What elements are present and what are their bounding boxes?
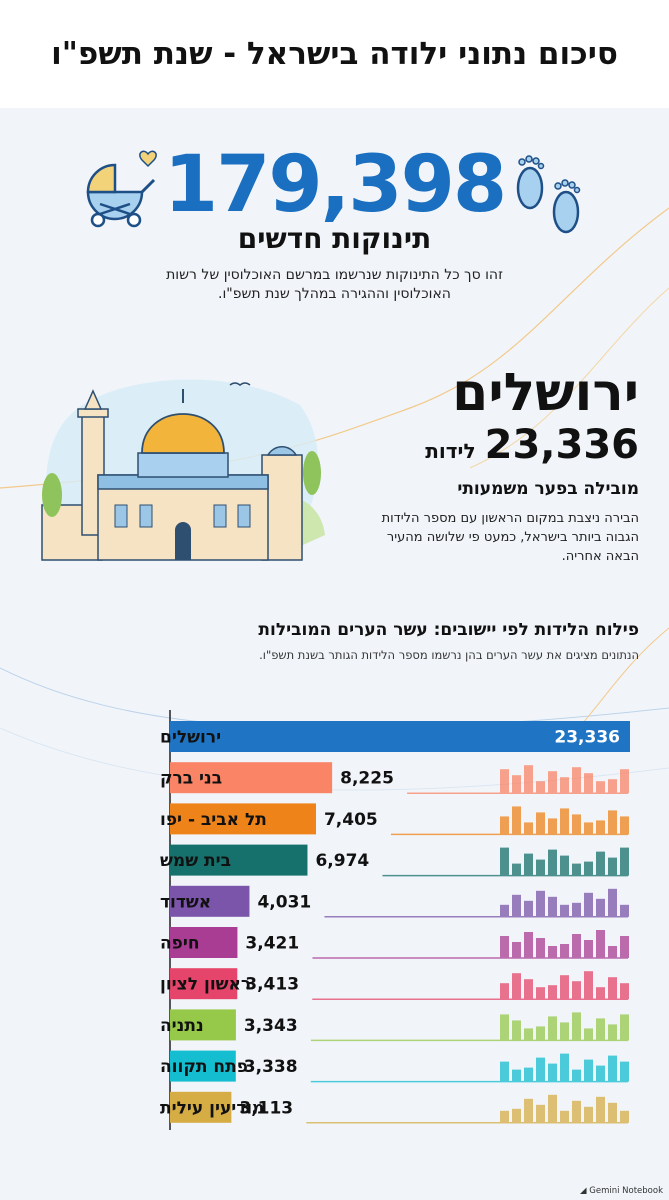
value-label: 8,225: [340, 769, 394, 789]
leading-city-name: ירושלים: [452, 363, 639, 423]
skyline-decoration: [324, 888, 629, 918]
total-births-label: תינוקות חדשים: [237, 222, 432, 255]
value-label: 6,974: [315, 851, 369, 871]
bar: [170, 1050, 236, 1082]
category-label: בית שמש: [160, 851, 231, 871]
total-births-description: זהו סך כל התינוקות שנרשמו במרשם האוכלוסי…: [166, 267, 503, 302]
bar: [170, 762, 333, 794]
bar: [170, 721, 630, 752]
bar: [170, 844, 308, 876]
category-label: ראשון לציון: [160, 975, 251, 995]
births-by-city-chart: ירושלים 23,336 בני ברק 8,225 תל אביב - יפו 7,…: [160, 710, 630, 1130]
category-label: בני ברק: [160, 769, 222, 789]
bar: [170, 885, 250, 917]
leading-city-tagline: מובילה בפער משמעותי: [457, 479, 639, 499]
bar: [170, 1091, 232, 1123]
category-label: ירושלים: [160, 728, 221, 748]
value-label: 3,113: [239, 1098, 293, 1118]
skyline-decoration: [306, 1094, 629, 1124]
value-label: 3,338: [244, 1057, 298, 1077]
skyline-decoration: [310, 1053, 629, 1083]
bar: [170, 968, 238, 1000]
value-label: 3,343: [244, 1016, 298, 1036]
value-label: 3,413: [245, 975, 299, 995]
category-label: נתניה: [160, 1016, 204, 1036]
leading-city-block: ירושלים 23,336 לידות מובילה בפער משמעותי…: [379, 365, 639, 566]
bar: [170, 803, 316, 835]
value-label: 23,336: [554, 728, 620, 748]
category-label: אשדוד: [160, 892, 211, 912]
dome-of-the-rock-illustration: [41, 379, 325, 561]
page-title: סיכום נתוני ילודה בישראל - שנת תשפ"ו: [51, 36, 618, 72]
skyline-decoration: [310, 1012, 629, 1042]
total-births-number: 179,398: [163, 140, 507, 230]
skyline-decoration: [390, 806, 629, 836]
chart-section-subtitle: הנתונים מציגים את עשר הערים בהן נרשמו מס…: [259, 648, 639, 662]
brand-label-text: Gemini Notebook: [589, 1186, 663, 1196]
value-label: 7,405: [324, 810, 378, 830]
baby-stroller-icon: [86, 150, 157, 228]
leading-city-description: הבירה ניצבת במקום הראשון עם מספר הלידות …: [381, 511, 639, 564]
category-label: חיפה: [160, 934, 200, 954]
brand-logo-icon: ◢: [580, 1186, 587, 1196]
leading-city-births-number: 23,336: [484, 422, 639, 468]
page-header: סיכום נתוני ילודה בישראל - שנת תשפ"ו: [0, 0, 669, 108]
bar: [170, 1009, 236, 1041]
category-label: תל אביב - יפו: [160, 810, 267, 830]
skyline-decoration: [312, 971, 629, 1000]
category-label: פתח תקווה: [160, 1057, 248, 1077]
skyline-decoration: [407, 765, 629, 794]
brand-label: ◢ Gemini Notebook: [580, 1186, 663, 1196]
category-label: מודיעין עילית: [160, 1098, 264, 1118]
baby-footprints-icon: [516, 155, 581, 234]
bar: [170, 927, 238, 958]
skyline-decoration: [382, 847, 629, 877]
leading-city-births: 23,336 לידות: [379, 423, 639, 475]
value-label: 3,421: [245, 934, 299, 954]
skyline-decoration: [312, 930, 629, 959]
background-waves: [0, 108, 669, 1200]
leading-city-births-unit: לידות: [425, 439, 476, 463]
value-label: 4,031: [257, 892, 311, 912]
chart-section-title: פילוח הלידות לפי יישובים: עשר הערים המוב…: [258, 620, 639, 640]
hero-section: 179,398 תינוקות חדשים זהו סך כל התינוקות…: [0, 130, 669, 320]
